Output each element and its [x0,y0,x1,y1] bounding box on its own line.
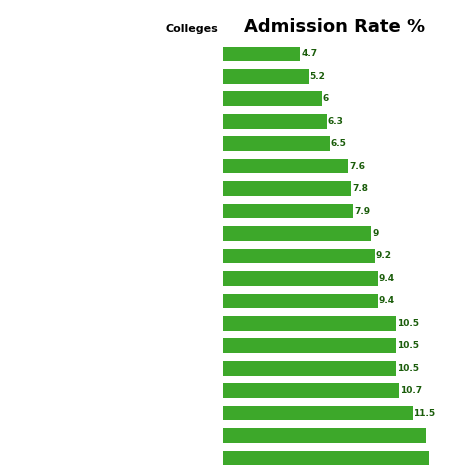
Text: 6: 6 [323,94,329,103]
Text: 6.3: 6.3 [328,117,344,126]
Text: 7.9: 7.9 [354,207,370,216]
Bar [223,182,352,196]
Text: 6.5: 6.5 [331,139,347,148]
Bar [223,114,327,128]
Text: 10.5: 10.5 [397,364,419,373]
Bar [223,383,400,398]
Text: 4.7: 4.7 [301,49,317,58]
Bar [223,249,374,263]
Text: 11.5: 11.5 [413,409,436,418]
Bar [223,204,353,219]
Text: 9.4: 9.4 [379,274,395,283]
Bar [223,226,371,241]
Text: 10.5: 10.5 [397,319,419,328]
Bar [223,293,378,308]
Bar [223,137,330,151]
Text: Colleges: Colleges [165,24,219,34]
Bar [223,338,396,353]
Bar [223,361,396,375]
Bar [223,271,378,286]
Bar [223,316,396,331]
Bar [223,159,348,173]
Text: 9.4: 9.4 [379,296,395,305]
Bar [223,69,309,83]
Text: 5.2: 5.2 [310,72,325,81]
Bar [223,91,322,106]
Text: 7.8: 7.8 [352,184,368,193]
Text: 10.5: 10.5 [397,341,419,350]
Text: 9: 9 [372,229,379,238]
Bar [223,428,426,443]
Text: 9.2: 9.2 [375,252,392,260]
Title: Admission Rate %: Admission Rate % [244,18,425,36]
Text: 10.7: 10.7 [400,386,422,395]
Text: 7.6: 7.6 [349,162,365,171]
Bar [223,451,429,465]
Bar [223,46,301,61]
Bar [223,406,412,420]
